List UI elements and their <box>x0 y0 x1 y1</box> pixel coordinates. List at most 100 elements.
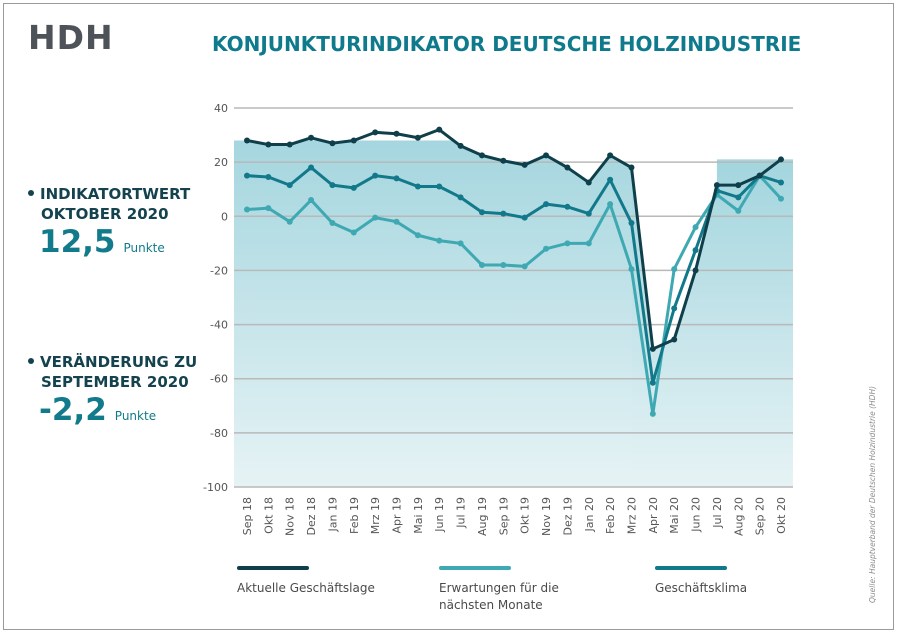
data-point <box>286 182 293 189</box>
data-point <box>478 152 485 159</box>
kpi-value-row: 12,5 Punkte <box>28 224 190 260</box>
x-tick-label: Sep 20 <box>754 497 767 535</box>
data-point <box>244 172 250 179</box>
area-fill-left <box>234 129 632 487</box>
data-point <box>414 134 421 141</box>
x-tick-label: Feb 19 <box>348 497 361 534</box>
data-point <box>649 379 656 386</box>
data-point <box>564 203 571 210</box>
data-point <box>735 194 742 201</box>
legend-label: Erwartungen für die nächsten Monate <box>439 581 559 612</box>
data-point <box>265 205 272 212</box>
data-point <box>671 266 678 273</box>
kpi-unit: Punkte <box>123 241 165 255</box>
series-line <box>246 166 782 385</box>
data-point <box>308 197 315 204</box>
y-tick-label: -40 <box>210 319 228 332</box>
figure-frame <box>3 3 894 630</box>
data-point <box>671 336 678 343</box>
data-point <box>628 266 635 273</box>
data-point <box>457 240 464 247</box>
x-tick-label: Jun 19 <box>433 497 446 533</box>
x-tick-label: Dez 19 <box>561 497 574 536</box>
data-point <box>649 345 656 352</box>
data-point <box>585 240 592 247</box>
kpi-label: VERÄNDERUNG ZU <box>28 352 197 372</box>
kpi-label-line1: INDIKATORTWERT <box>40 185 191 203</box>
series-aktuell <box>244 126 784 352</box>
data-point <box>308 164 315 171</box>
x-tick-label: Aug 20 <box>732 497 745 536</box>
x-tick-label: Nov 19 <box>540 497 553 536</box>
x-tick-label: Nov 18 <box>284 497 297 536</box>
data-point <box>372 172 379 179</box>
y-tick-label: 0 <box>221 210 228 223</box>
x-tick-label: Apr 20 <box>647 497 660 534</box>
kpi-indikatorwert: INDIKATORTWERT OKTOBER 2020 12,5 Punkte <box>28 184 190 260</box>
data-point <box>543 201 550 208</box>
data-point <box>607 201 614 208</box>
data-point <box>500 210 507 217</box>
data-point <box>671 305 678 312</box>
x-tick-label: Mai 19 <box>412 497 425 534</box>
x-tick-label: Dez 18 <box>305 497 318 536</box>
data-point <box>500 157 507 164</box>
data-point <box>628 164 635 171</box>
data-point <box>521 214 528 221</box>
x-tick-label: Okt 20 <box>775 497 788 534</box>
series-klima <box>244 164 784 386</box>
data-point <box>329 220 336 227</box>
data-point <box>308 134 315 141</box>
data-point <box>564 164 571 171</box>
x-tick-label: Okt 18 <box>262 497 275 534</box>
data-point <box>521 263 528 270</box>
data-point <box>350 184 357 191</box>
data-point <box>286 141 293 148</box>
data-point <box>585 210 592 217</box>
data-point <box>692 224 699 231</box>
data-point <box>607 176 614 183</box>
series-erwartungen <box>244 172 784 417</box>
x-tick-label: Feb 20 <box>604 497 617 534</box>
data-point <box>244 206 250 213</box>
y-tick-label: 20 <box>214 156 228 169</box>
legend-label: Geschäftsklima <box>655 581 748 595</box>
data-point <box>778 156 784 163</box>
legend-swatch <box>655 566 727 570</box>
x-tick-label: Jan 19 <box>326 497 339 532</box>
kpi-label-line2: SEPTEMBER 2020 <box>41 373 189 391</box>
y-tick-label: -20 <box>210 264 228 277</box>
legend-label: Aktuelle Geschäftslage <box>237 581 375 595</box>
data-point <box>735 182 742 189</box>
data-point <box>393 175 400 182</box>
kpi-value: -2,2 <box>39 392 107 428</box>
data-point <box>414 183 421 190</box>
kpi-value-row: -2,2 Punkte <box>28 392 197 428</box>
legend-swatch <box>237 566 309 570</box>
data-point <box>692 247 699 254</box>
legend-item-klima: Geschäftsklima <box>655 566 815 597</box>
y-tick-label: -80 <box>210 427 228 440</box>
x-tick-label: Okt 19 <box>519 497 532 534</box>
hdh-logo: HDH <box>28 18 114 57</box>
data-point <box>628 220 635 227</box>
x-tick-label: Jun 20 <box>690 497 703 533</box>
data-point <box>265 174 272 181</box>
data-point <box>393 130 400 137</box>
data-point <box>778 179 784 186</box>
x-tick-label: Jan 20 <box>583 497 596 532</box>
data-point <box>329 140 336 147</box>
data-point <box>543 152 550 159</box>
kpi-value: 12,5 <box>39 224 116 260</box>
data-point <box>713 182 720 189</box>
data-point <box>500 262 507 269</box>
x-tick-label: Jul 20 <box>711 497 724 529</box>
data-point <box>414 232 421 239</box>
y-tick-label: -100 <box>203 481 228 494</box>
legend-swatch <box>439 566 511 570</box>
x-tick-label: Jul 19 <box>455 497 468 529</box>
data-point <box>286 218 293 225</box>
chart-title: KONJUNKTURINDIKATOR DEUTSCHE HOLZINDUSTR… <box>212 32 802 56</box>
data-point <box>436 183 443 190</box>
